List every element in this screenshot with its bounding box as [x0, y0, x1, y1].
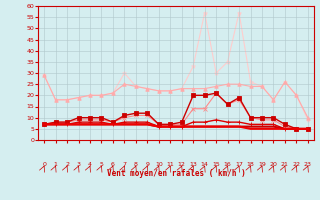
X-axis label: Vent moyen/en rafales ( km/h ): Vent moyen/en rafales ( km/h ): [107, 169, 245, 178]
